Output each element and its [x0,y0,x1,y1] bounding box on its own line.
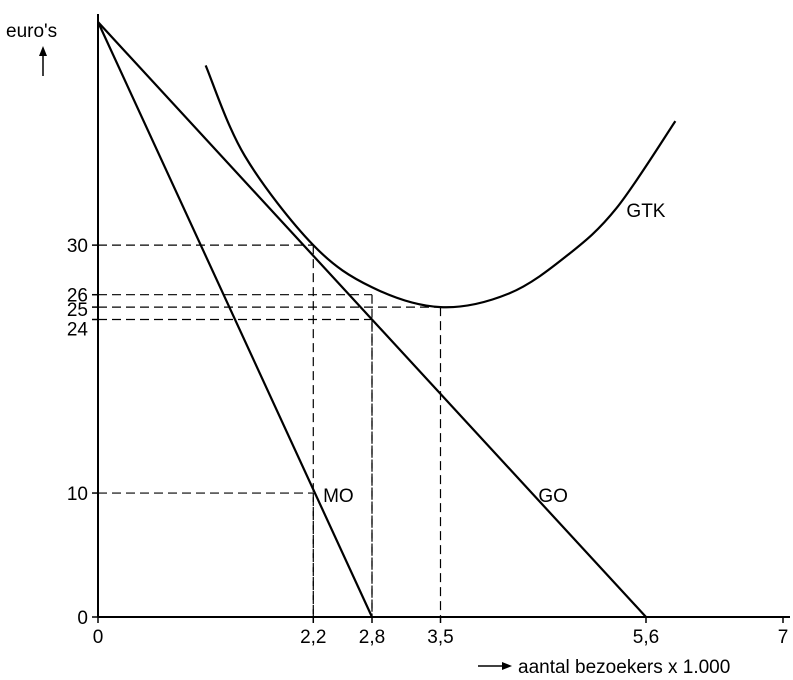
x-tick-label: 5,6 [633,627,659,648]
x-tick-label: 0 [93,627,104,648]
y-tick-label: 24 [67,320,89,341]
x-axis-label: aantal bezoekers x 1.000 [518,657,730,678]
series-gtk [204,64,677,309]
label-gtk: GTK [626,201,665,222]
x-tick-label: 7 [778,627,789,648]
x-tick-label: 3,5 [427,627,453,648]
x-tick-label: 2,8 [359,627,385,648]
x-axis-arrow-icon [478,662,512,670]
axes [97,14,790,618]
curves [97,21,677,618]
series-labels: GTK MO GO [323,201,666,507]
label-mo: MO [323,486,354,507]
y-tick-label: 26 [67,286,88,307]
y-tick-label: 10 [67,484,88,505]
series-go [97,21,647,618]
y-tick-label: 25 [67,300,88,321]
guide-lines [98,244,442,617]
label-go: GO [538,486,568,507]
y-tick-label: 30 [67,236,88,257]
y-axis-arrow-icon [39,46,47,76]
y-axis-label: euro's [6,21,57,42]
y-tick-label: 0 [77,608,88,629]
series-mo [97,21,373,618]
x-tick-label: 2,2 [300,627,326,648]
